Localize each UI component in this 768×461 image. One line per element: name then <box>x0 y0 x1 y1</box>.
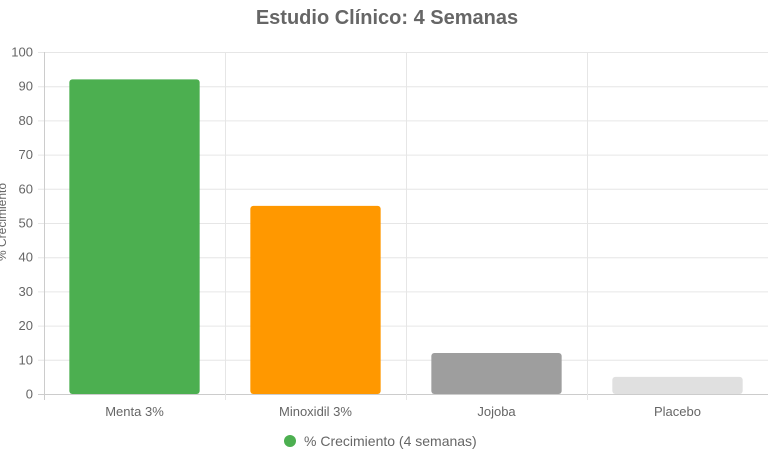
y-tick-label: 10 <box>19 352 33 367</box>
y-tick-label: 90 <box>19 79 33 94</box>
y-tick-label: 100 <box>11 45 33 60</box>
legend[interactable]: % Crecimiento (4 semanas) <box>284 433 477 449</box>
legend-label: % Crecimiento (4 semanas) <box>304 433 477 449</box>
y-tick-label: 40 <box>19 250 33 265</box>
y-tick-label: 50 <box>19 216 33 231</box>
bar[interactable] <box>250 205 381 394</box>
y-tick-label: 60 <box>19 181 33 196</box>
bar[interactable] <box>69 79 200 395</box>
y-tick-label: 70 <box>19 147 33 162</box>
y-tick-label: 30 <box>19 284 33 299</box>
y-axis-ticks: 0 10 20 30 40 50 60 70 80 90 100 <box>11 45 33 402</box>
legend-swatch <box>284 435 296 447</box>
x-tick-label: Minoxidil 3% <box>279 404 352 419</box>
x-tick-label: Placebo <box>654 404 701 419</box>
x-axis-labels: Menta 3% Minoxidil 3% Jojoba Placebo <box>105 404 701 419</box>
x-tick-label: Menta 3% <box>105 404 164 419</box>
y-tick-label: 0 <box>26 387 33 402</box>
y-axis-label: % Crecimiento <box>0 183 9 261</box>
bar[interactable] <box>612 376 743 394</box>
bars <box>69 79 743 395</box>
x-tick-label: Jojoba <box>477 404 516 419</box>
y-tick-label: 80 <box>19 113 33 128</box>
chart-title: Estudio Clínico: 4 Semanas <box>256 7 518 29</box>
bar[interactable] <box>431 352 562 394</box>
y-tick-label: 20 <box>19 318 33 333</box>
